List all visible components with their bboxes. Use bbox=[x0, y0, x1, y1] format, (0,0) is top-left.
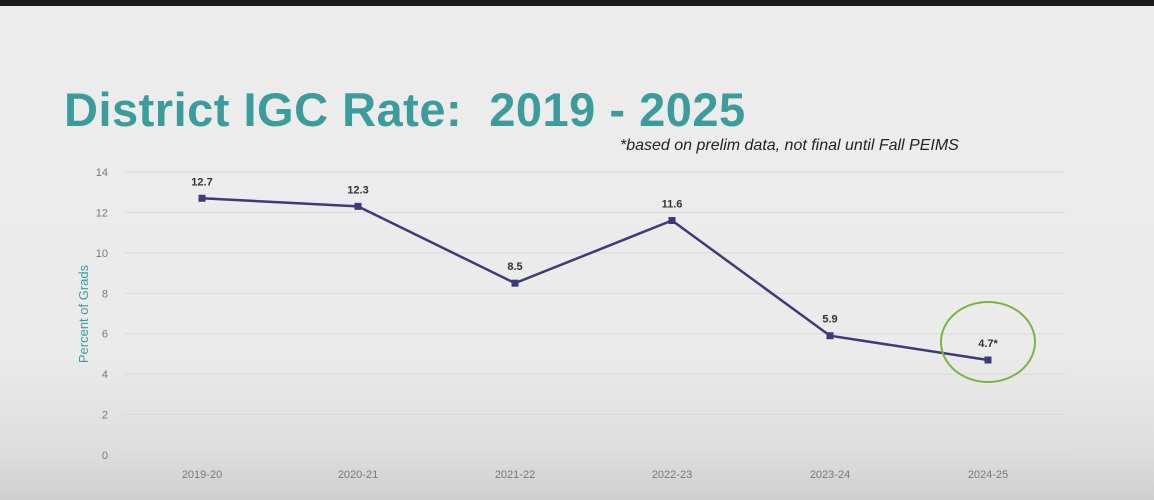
data-label: 11.6 bbox=[662, 199, 683, 211]
y-tick-label: 12 bbox=[96, 207, 108, 219]
data-label: 12.7 bbox=[191, 176, 212, 188]
data-label: 4.7* bbox=[978, 338, 998, 350]
data-point bbox=[198, 194, 206, 202]
chart-footnote: *based on prelim data, not final until F… bbox=[620, 137, 959, 154]
y-tick-label: 2 bbox=[102, 410, 108, 422]
data-label: 12.3 bbox=[347, 184, 368, 196]
y-tick-label: 6 bbox=[102, 329, 108, 341]
y-tick-label: 8 bbox=[102, 288, 108, 300]
x-tick-label: 2022-23 bbox=[652, 469, 692, 481]
data-label: 8.5 bbox=[507, 261, 522, 273]
x-tick-label: 2023-24 bbox=[810, 469, 850, 481]
x-tick-label: 2020-21 bbox=[338, 469, 378, 481]
data-point bbox=[354, 202, 362, 210]
y-tick-label: 0 bbox=[102, 450, 108, 462]
y-tick-label: 10 bbox=[96, 248, 108, 260]
y-axis-label: Percent of Grads bbox=[76, 264, 91, 363]
x-tick-label: 2019-20 bbox=[182, 469, 222, 481]
data-point bbox=[511, 279, 519, 287]
x-tick-label: 2021-22 bbox=[495, 469, 535, 481]
y-tick-label: 4 bbox=[102, 369, 108, 381]
y-tick-label: 14 bbox=[96, 167, 108, 179]
x-tick-label: 2024-25 bbox=[968, 469, 1008, 481]
data-point bbox=[984, 356, 992, 364]
highlight-circle bbox=[940, 301, 1036, 383]
data-label: 5.9 bbox=[822, 314, 837, 326]
data-point bbox=[668, 217, 676, 225]
chart-title: District IGC Rate: 2019 - 2025 bbox=[64, 83, 746, 136]
data-point bbox=[826, 332, 834, 340]
series-line bbox=[201, 197, 989, 362]
